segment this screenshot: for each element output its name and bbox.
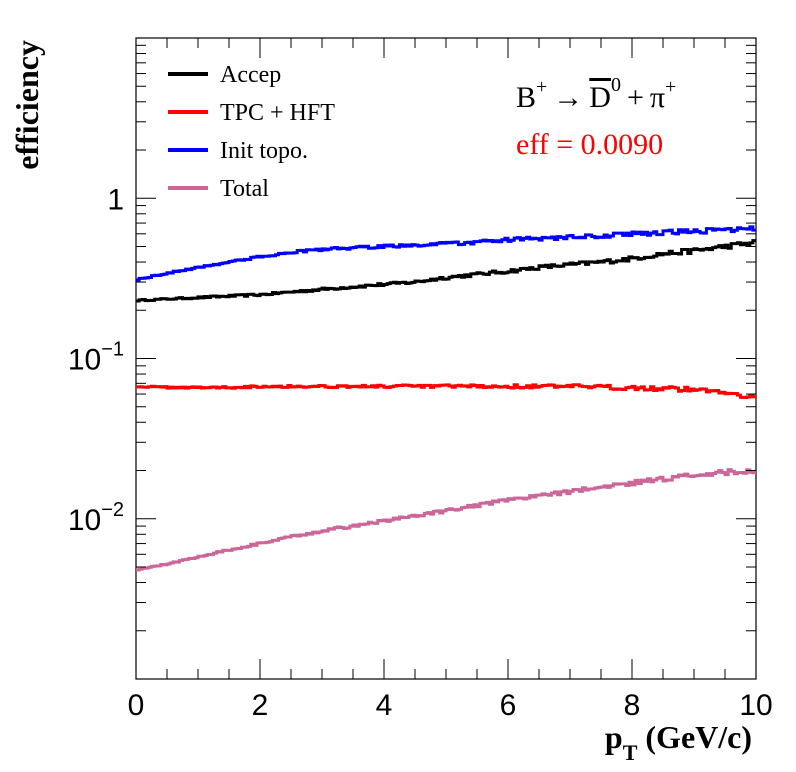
- legend: Accep TPC + HFT Init topo. Total: [168, 62, 335, 202]
- x-tick-label: 6: [500, 689, 517, 722]
- x-tick-label: 8: [624, 689, 641, 722]
- y-axis: 1 10−1 10−2: [68, 44, 756, 680]
- series-layer: [136, 225, 756, 572]
- series-line-tpc-hft: [136, 383, 756, 400]
- efficiency-value: eff = 0.0090: [516, 128, 663, 161]
- decay-annotation: B+ → D0 + π+: [516, 74, 676, 114]
- legend-label: Init topo.: [220, 138, 308, 164]
- x-axis: 0 2 4 6 8 10: [128, 38, 773, 722]
- y-tick-label: 10−1: [68, 339, 124, 377]
- y-axis-title: efficiency: [9, 40, 45, 170]
- x-axis-title: pT (GeV/c): [605, 719, 752, 765]
- x-tick-label: 4: [376, 689, 393, 722]
- series-line-init-topo: [136, 225, 756, 282]
- y-tick-label: 10−2: [68, 499, 124, 537]
- series-line-total: [136, 468, 756, 572]
- x-tick-label: 0: [128, 689, 145, 722]
- legend-label: TPC + HFT: [220, 100, 335, 126]
- x-tick-label: 2: [252, 689, 269, 722]
- y-tick-label: 1: [107, 183, 124, 216]
- legend-label: Accep: [220, 62, 281, 88]
- series-line-accep: [136, 239, 756, 303]
- legend-label: Total: [220, 176, 269, 202]
- x-tick-label: 10: [739, 689, 772, 722]
